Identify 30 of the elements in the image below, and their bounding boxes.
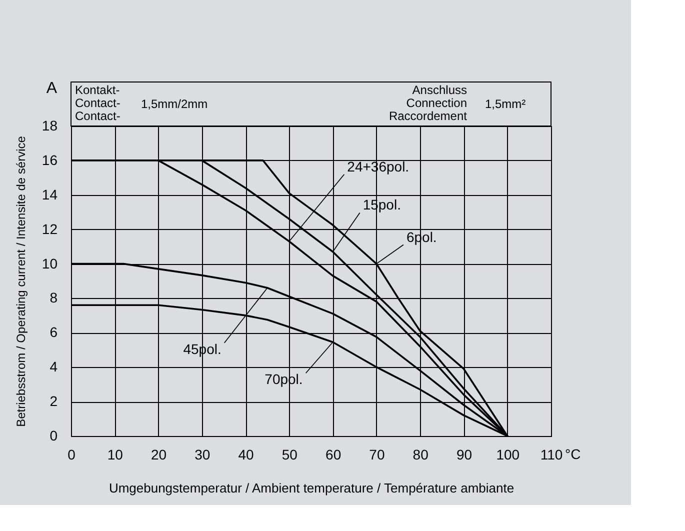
y-tick-label: 14 (42, 186, 58, 202)
y-axis-title: Betriebsstrom / Operating current / Intensite de sérvice (14, 136, 28, 427)
x-axis-title: Umgebungstemperatur / Ambient temperature / Température ambiante (108, 480, 514, 496)
text: 1,5mm/2mm (141, 97, 208, 111)
y-tick-label: 2 (50, 393, 58, 410)
text: Anschluss Connection Raccordement (388, 83, 468, 123)
x-tick-label: 80 (412, 446, 429, 462)
y-tick-label: 18 (42, 118, 58, 134)
y-tick-label: 4 (50, 358, 58, 375)
text: 1,5mm² (485, 97, 526, 111)
x-tick-label: 110 (540, 446, 563, 462)
x-tick-label: 50 (282, 446, 298, 462)
x-tick-label: 60 (326, 446, 342, 462)
y-tick-label: 10 (42, 255, 58, 272)
y-tick-label: 0 (50, 428, 58, 444)
y-tick-label: 6 (50, 324, 58, 340)
text: A (46, 80, 58, 97)
x-tick-label: 20 (150, 446, 167, 462)
x-tick-label: 30 (194, 446, 210, 462)
y-tick-label: 16 (42, 152, 58, 168)
text: °C (565, 446, 581, 462)
y-tick-label: 12 (42, 220, 58, 237)
text: Kontakt- Contact- Contact- (75, 83, 120, 123)
x-tick-label: 0 (68, 446, 76, 462)
x-tick-label: 90 (456, 446, 472, 462)
x-tick-label: 70 (369, 446, 385, 462)
x-tick-label: 40 (238, 446, 254, 462)
x-tick-label: 10 (107, 446, 124, 462)
x-tick-label: 100 (496, 446, 520, 462)
y-tick-label: 8 (50, 290, 58, 306)
